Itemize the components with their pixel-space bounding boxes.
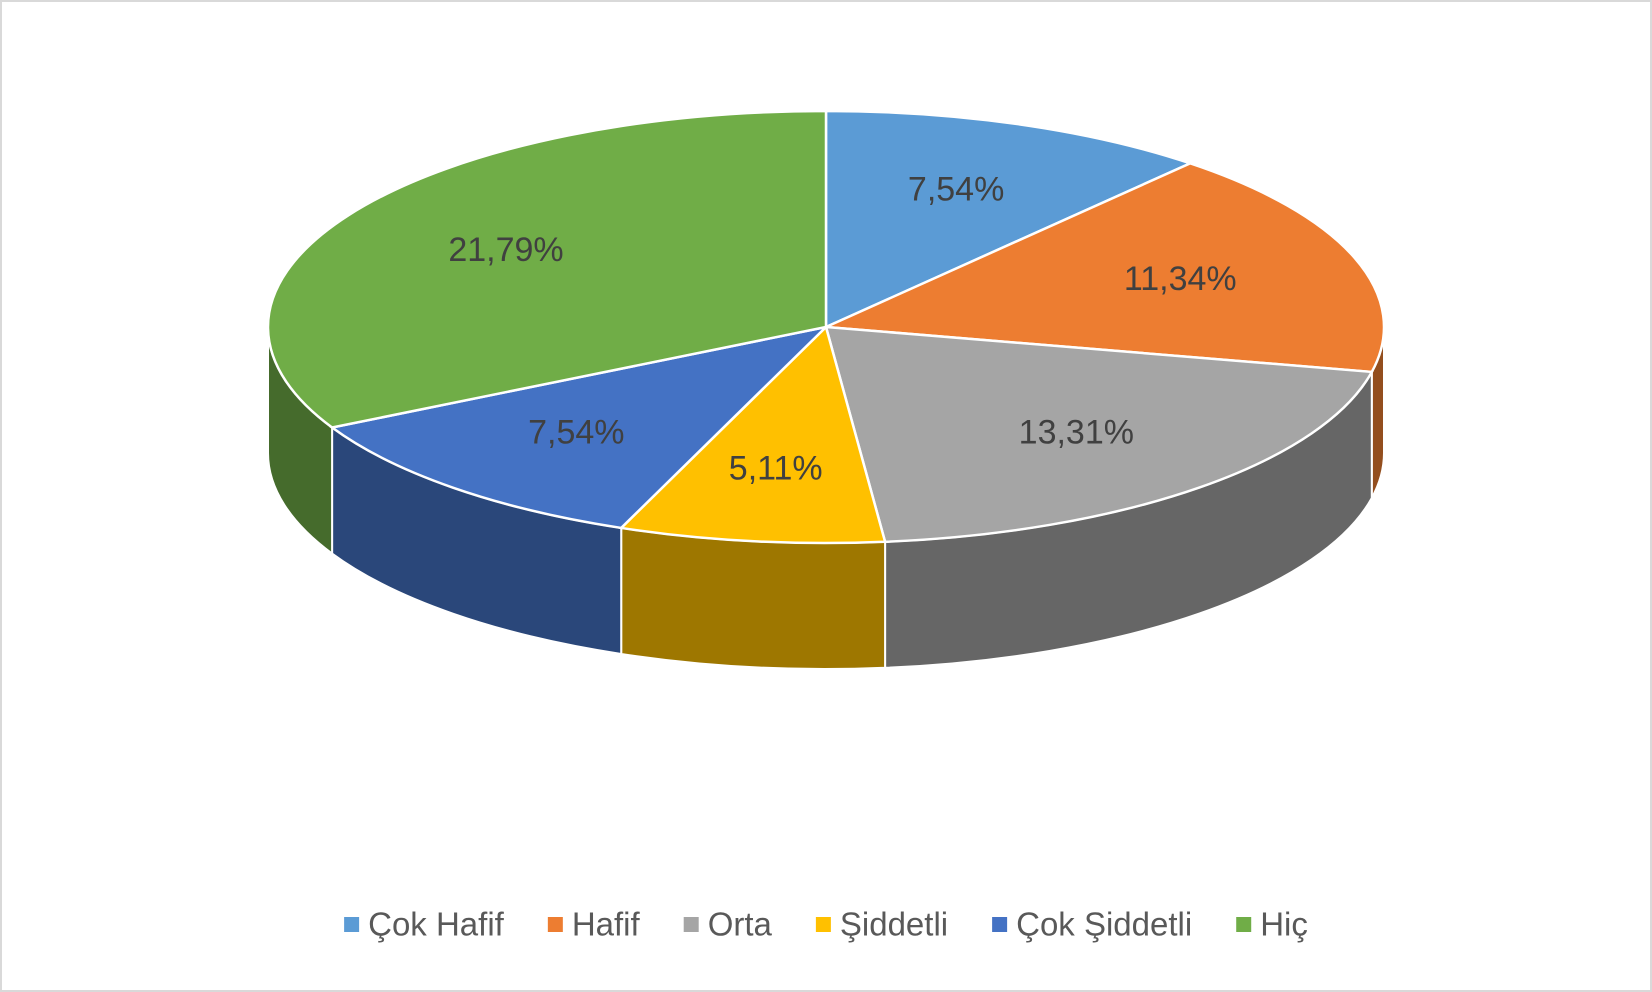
legend-label: Hafif [572,906,641,943]
legend: Çok Hafif Hafif Orta Şiddetli Çok Şiddetli Hi… [344,906,1308,943]
data-label: 13,31% [1019,413,1134,451]
legend-label: Şiddetli [840,906,948,943]
data-label: 5,11% [729,449,823,487]
pie-slice [266,109,828,429]
data-label: 21,79% [448,231,563,269]
legend-label: Çok Hafif [368,906,505,943]
legend-swatch [344,917,360,932]
legend-label: Çok Şiddetli [1016,906,1192,943]
data-label: 7,54% [528,414,624,452]
data-label: 7,54% [908,170,1004,208]
legend-swatch [815,917,831,932]
legend-swatch [547,917,563,932]
legend-swatch [1236,917,1252,932]
legend-label: Hiç [1260,906,1308,943]
pie-side [620,526,887,670]
legend-label: Orta [708,906,773,943]
pie-slice [618,324,887,545]
pie-slice [825,161,1386,374]
legend-swatch [683,917,699,932]
pie-slice [329,324,830,530]
pie-slice [824,325,1374,544]
pie-slice [824,109,1194,329]
data-label: 11,34% [1124,260,1237,298]
legend-swatch [992,917,1008,932]
